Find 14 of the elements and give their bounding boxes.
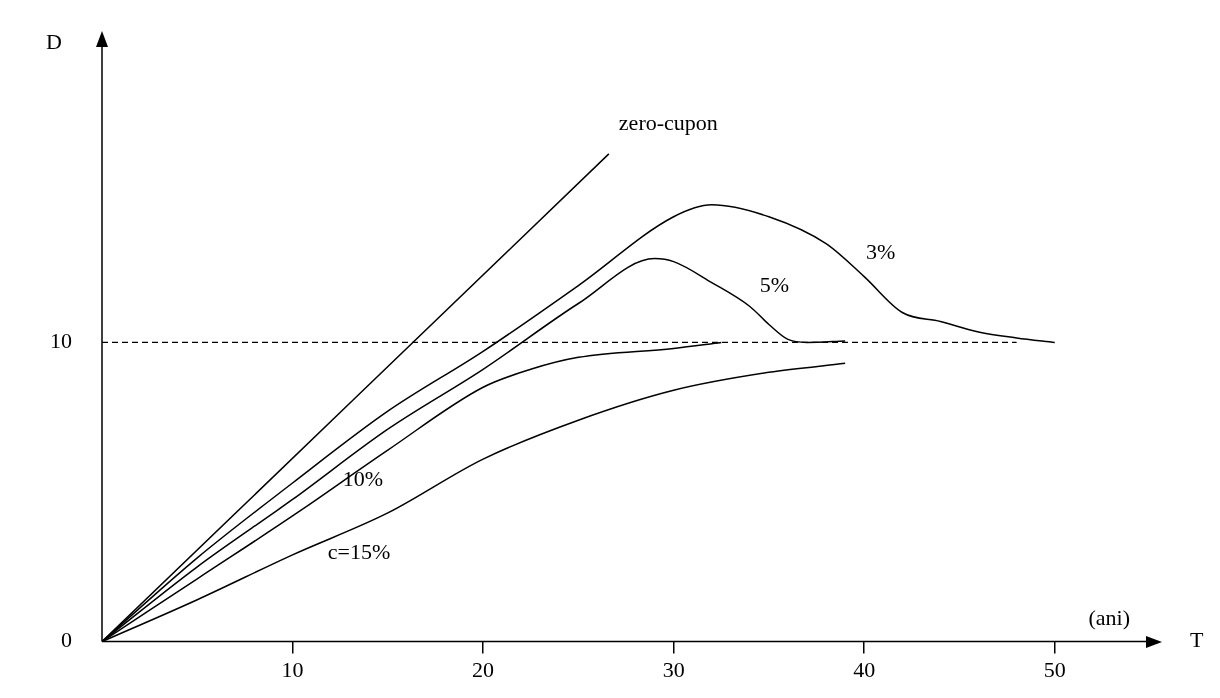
series-label: 10% — [342, 465, 384, 491]
series-label: c=15% — [327, 538, 391, 564]
series-label: zero-cupon — [618, 109, 718, 135]
y-axis-title: D — [46, 28, 62, 54]
y-tick-label: 0 — [61, 627, 72, 653]
x-tick-label: 40 — [853, 656, 876, 682]
x-tick-label: 20 — [472, 656, 495, 682]
series-label: 3% — [866, 239, 896, 265]
x-axis-title: T — [1190, 627, 1204, 653]
annotation: (ani) — [1088, 605, 1130, 631]
x-tick-label: 30 — [662, 656, 685, 682]
x-tick-label: 50 — [1043, 656, 1066, 682]
series-label: 5% — [759, 272, 790, 298]
x-tick-label: 10 — [281, 656, 304, 682]
